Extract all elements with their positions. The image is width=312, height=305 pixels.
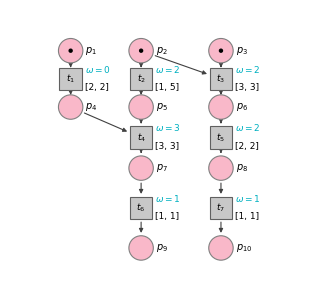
FancyBboxPatch shape xyxy=(130,126,152,149)
Text: [2, 2]: [2, 2] xyxy=(85,83,109,92)
Text: $p_{5}$: $p_{5}$ xyxy=(156,101,168,113)
Circle shape xyxy=(209,236,233,260)
Text: $p_{3}$: $p_{3}$ xyxy=(236,45,247,57)
Circle shape xyxy=(209,95,233,119)
Text: $\omega = 2$: $\omega = 2$ xyxy=(155,64,181,75)
Text: $t_3$: $t_3$ xyxy=(217,73,226,85)
Circle shape xyxy=(139,48,143,53)
Text: $p_{8}$: $p_{8}$ xyxy=(236,162,248,174)
Text: $\omega = 0$: $\omega = 0$ xyxy=(85,64,110,75)
Text: $t_5$: $t_5$ xyxy=(217,131,226,144)
Text: $\omega = 1$: $\omega = 1$ xyxy=(235,193,261,204)
Text: [3, 3]: [3, 3] xyxy=(235,83,259,92)
FancyBboxPatch shape xyxy=(130,68,152,90)
FancyBboxPatch shape xyxy=(210,68,232,90)
Text: [1, 1]: [1, 1] xyxy=(155,212,179,221)
Text: $p_{2}$: $p_{2}$ xyxy=(156,45,168,57)
Text: $p_{7}$: $p_{7}$ xyxy=(156,162,168,174)
FancyBboxPatch shape xyxy=(210,197,232,219)
FancyBboxPatch shape xyxy=(130,197,152,219)
Circle shape xyxy=(58,38,83,63)
FancyBboxPatch shape xyxy=(59,68,82,90)
Text: [1, 5]: [1, 5] xyxy=(155,83,179,92)
Text: $t_4$: $t_4$ xyxy=(137,131,146,144)
Circle shape xyxy=(58,95,83,119)
Text: $p_{1}$: $p_{1}$ xyxy=(85,45,97,57)
Circle shape xyxy=(129,38,153,63)
Text: $t_6$: $t_6$ xyxy=(136,202,146,214)
Circle shape xyxy=(209,38,233,63)
Text: $\omega = 1$: $\omega = 1$ xyxy=(155,193,181,204)
Circle shape xyxy=(209,156,233,180)
Text: $p_{4}$: $p_{4}$ xyxy=(85,101,97,113)
Text: $p_{9}$: $p_{9}$ xyxy=(156,242,168,254)
Circle shape xyxy=(129,95,153,119)
Text: $\omega = 3$: $\omega = 3$ xyxy=(155,122,181,133)
FancyBboxPatch shape xyxy=(210,126,232,149)
Text: $\omega = 2$: $\omega = 2$ xyxy=(235,122,261,133)
Text: $t_1$: $t_1$ xyxy=(66,73,75,85)
Text: $t_2$: $t_2$ xyxy=(137,73,146,85)
Circle shape xyxy=(129,156,153,180)
Text: [2, 2]: [2, 2] xyxy=(235,142,259,151)
Text: [3, 3]: [3, 3] xyxy=(155,142,179,151)
Text: $p_{10}$: $p_{10}$ xyxy=(236,242,252,254)
Circle shape xyxy=(129,236,153,260)
Circle shape xyxy=(68,48,73,53)
Text: $t_7$: $t_7$ xyxy=(217,202,226,214)
Circle shape xyxy=(219,48,223,53)
Text: [1, 1]: [1, 1] xyxy=(235,212,259,221)
Text: $p_{6}$: $p_{6}$ xyxy=(236,101,248,113)
Text: $\omega = 2$: $\omega = 2$ xyxy=(235,64,261,75)
